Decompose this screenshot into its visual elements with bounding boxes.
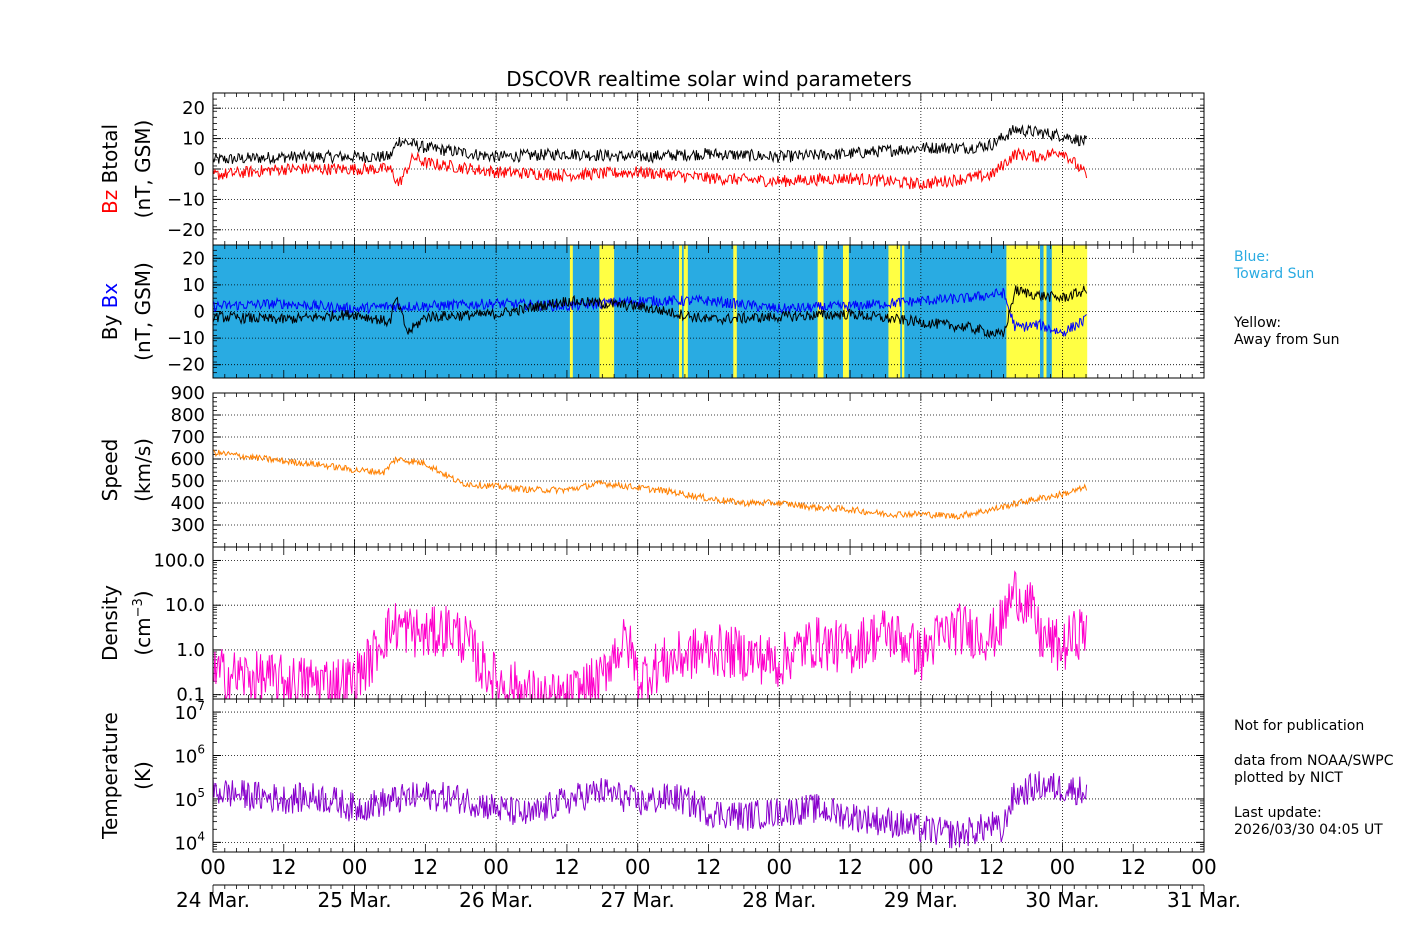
y-tick-label: 900 xyxy=(171,383,205,404)
chart-title: DSCOVR realtime solar wind parameters xyxy=(506,67,912,91)
y-unit-label: (cm−3) xyxy=(131,590,155,655)
y-tick-label: 600 xyxy=(171,449,205,470)
x-hour-label: 00 xyxy=(1050,855,1075,879)
panel-frame xyxy=(212,546,1205,700)
y-tick-label: 107 xyxy=(174,699,205,724)
x-date-label: 25 Mar. xyxy=(318,888,392,912)
time-axis: 00 12 00 12 00 12 00 12 00 12 00 12 00 12 00 24 Mar. 25 … xyxy=(176,855,1241,912)
plotted-by-note: plotted by NICT xyxy=(1234,770,1343,786)
y-unit-label: (nT, GSM) xyxy=(131,120,155,219)
y-axis-label: Temperature xyxy=(98,712,122,840)
y-tick-label: 0 xyxy=(194,302,205,323)
y-tick-label: 0 xyxy=(194,159,205,180)
x-hour-label: 12 xyxy=(1120,855,1145,879)
x-date-label: 24 Mar. xyxy=(176,888,250,912)
x-hour-label: 12 xyxy=(271,855,296,879)
y-tick-label: 20 xyxy=(182,98,205,119)
x-hour-label: 00 xyxy=(625,855,650,879)
x-hour-label: 12 xyxy=(837,855,862,879)
y-axis-label: Density xyxy=(98,585,122,661)
last-update-value: 2026/03/30 04:05 UT xyxy=(1234,822,1383,838)
series-speed xyxy=(213,449,1088,521)
y-axis-label: Bz Btotal xyxy=(98,124,122,214)
y-tick-label: 500 xyxy=(171,471,205,492)
y-tick-label: 10 xyxy=(182,129,205,150)
x-date-label: 28 Mar. xyxy=(742,888,816,912)
x-date-label: 26 Mar. xyxy=(459,888,533,912)
y-tick-label: 700 xyxy=(171,427,205,448)
x-hour-label: 00 xyxy=(200,855,225,879)
y-tick-label: 20 xyxy=(182,248,205,269)
sector-toward-sun-band xyxy=(213,245,1087,378)
last-update-label: Last update: xyxy=(1234,805,1322,821)
panel-temperature: 107 106 105 104 Temperature (K) xyxy=(98,698,1205,854)
x-hour-label: 00 xyxy=(1191,855,1216,879)
y-axis-label: Speed xyxy=(98,439,122,502)
x-hour-label: 00 xyxy=(908,855,933,879)
panel-mag: 20 10 0 −10 −20 Bz Btotal (nT, GSM) xyxy=(98,92,1205,246)
sector-away-band xyxy=(569,245,573,378)
y-tick-label: 10 xyxy=(182,275,205,296)
sector-away-band xyxy=(842,245,849,378)
x-date-label: 31 Mar. xyxy=(1167,888,1241,912)
data-source-note: data from NOAA/SWPC xyxy=(1234,753,1394,769)
y-tick-label: 800 xyxy=(171,405,205,426)
y-tick-label: 0.1 xyxy=(176,685,205,706)
y-tick-label: −10 xyxy=(167,189,205,210)
series-bz xyxy=(213,147,1088,190)
sector-away-band xyxy=(683,245,688,378)
sector-away-band xyxy=(817,245,824,378)
y-tick-label: −20 xyxy=(167,220,205,241)
panel-frame xyxy=(212,698,1205,853)
sector-away-band xyxy=(1051,245,1088,378)
legend-blue-desc: Toward Sun xyxy=(1233,266,1314,282)
series-bx xyxy=(213,287,1087,338)
y-tick-label: 104 xyxy=(174,829,205,854)
y-unit-label: (km/s) xyxy=(131,438,155,502)
x-date-label: 30 Mar. xyxy=(1025,888,1099,912)
x-date-label: 29 Mar. xyxy=(884,888,958,912)
plot-panels: 20 10 0 −10 −20 Bz Btotal (nT, GSM) 20 10 0 −10 −20… xyxy=(98,92,1205,854)
sector-away-band xyxy=(1043,245,1047,378)
y-tick-label: 400 xyxy=(171,493,205,514)
panel-frame xyxy=(212,244,1205,379)
panel-density: 100.0 10.0 1.0 0.1 Density (cm−3) xyxy=(98,546,1205,706)
y-tick-label: 106 xyxy=(174,743,205,768)
y-tick-label: −10 xyxy=(167,328,205,349)
y-tick-label: 105 xyxy=(174,786,205,811)
legend-yellow-title: Yellow: xyxy=(1233,315,1281,331)
panel-imf: 20 10 0 −10 −20 By Bx (nT, GSM) xyxy=(98,244,1205,379)
x-hour-label: 12 xyxy=(413,855,438,879)
x-hour-label: 00 xyxy=(483,855,508,879)
x-hour-label: 00 xyxy=(767,855,792,879)
y-unit-label: (K) xyxy=(131,761,155,790)
x-hour-label: 12 xyxy=(979,855,1004,879)
x-hour-label: 12 xyxy=(554,855,579,879)
y-tick-label: −20 xyxy=(167,355,205,376)
y-unit-label: (nT, GSM) xyxy=(131,262,155,361)
y-tick-label: 100.0 xyxy=(153,550,205,571)
series-by xyxy=(213,285,1088,339)
y-tick-label: 1.0 xyxy=(176,640,205,661)
x-hour-label: 12 xyxy=(696,855,721,879)
y-tick-label: 10.0 xyxy=(165,595,205,616)
legend-yellow-desc: Away from Sun xyxy=(1234,332,1339,348)
y-tick-label: 300 xyxy=(171,515,205,536)
x-date-label: 27 Mar. xyxy=(601,888,675,912)
series-temperature xyxy=(213,771,1088,849)
x-hour-label: 00 xyxy=(342,855,367,879)
y-axis-label: By Bx xyxy=(98,283,122,341)
not-for-publication-note: Not for publication xyxy=(1234,718,1364,734)
legend-blue-title: Blue: xyxy=(1234,249,1270,265)
series-btotal xyxy=(213,124,1088,166)
series-density xyxy=(213,570,1088,699)
